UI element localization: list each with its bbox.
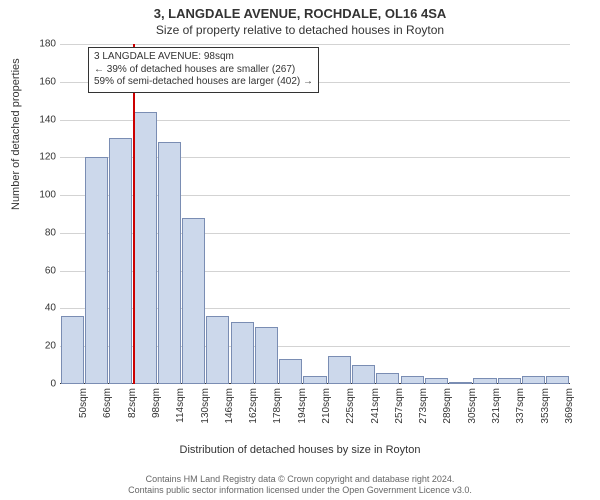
x-tick-label: 273sqm: [418, 388, 429, 444]
x-tick-label: 114sqm: [175, 388, 186, 444]
y-tick-label: 60: [30, 265, 56, 276]
chart-plot-area: 02040608010012014016018050sqm66sqm82sqm9…: [60, 44, 570, 384]
gridline: [60, 44, 570, 45]
x-tick-label: 194sqm: [297, 388, 308, 444]
histogram-bar: [546, 376, 569, 384]
x-tick-label: 369sqm: [564, 388, 575, 444]
histogram-bar: [109, 138, 132, 384]
y-tick-label: 160: [30, 76, 56, 87]
x-tick-label: 98sqm: [151, 388, 162, 444]
y-tick-label: 120: [30, 152, 56, 163]
histogram-bar: [522, 376, 545, 384]
x-tick-label: 146sqm: [224, 388, 235, 444]
x-tick-label: 289sqm: [442, 388, 453, 444]
x-tick-label: 257sqm: [394, 388, 405, 444]
histogram-bar: [255, 327, 278, 384]
histogram-bar: [498, 378, 521, 384]
histogram-bar: [206, 316, 229, 384]
x-tick-label: 353sqm: [540, 388, 551, 444]
y-tick-label: 0: [30, 379, 56, 390]
y-tick-label: 20: [30, 341, 56, 352]
x-tick-label: 66sqm: [102, 388, 113, 444]
x-tick-label: 50sqm: [78, 388, 89, 444]
y-tick-label: 40: [30, 303, 56, 314]
histogram-bar: [182, 218, 205, 384]
copyright-line1: Contains HM Land Registry data © Crown c…: [146, 474, 455, 484]
histogram-bar: [61, 316, 84, 384]
x-tick-label: 305sqm: [467, 388, 478, 444]
x-tick-label: 82sqm: [127, 388, 138, 444]
x-tick-label: 130sqm: [200, 388, 211, 444]
x-tick-label: 321sqm: [491, 388, 502, 444]
annotation-line: ← 39% of detached houses are smaller (26…: [94, 64, 313, 77]
reference-line: [133, 44, 135, 384]
histogram-bar: [328, 356, 351, 384]
x-tick-label: 241sqm: [370, 388, 381, 444]
y-tick-label: 80: [30, 227, 56, 238]
histogram-bar: [376, 373, 399, 384]
histogram-bar: [133, 112, 156, 384]
x-axis-title: Distribution of detached houses by size …: [0, 444, 600, 456]
chart-title-sub: Size of property relative to detached ho…: [0, 21, 600, 37]
histogram-bar: [352, 365, 375, 384]
histogram-bar: [473, 378, 496, 384]
y-axis-title: Number of detached properties: [10, 58, 22, 210]
histogram-bar: [85, 157, 108, 384]
y-tick-label: 100: [30, 190, 56, 201]
x-tick-label: 337sqm: [515, 388, 526, 444]
histogram-bar: [231, 322, 254, 384]
histogram-bar: [279, 359, 302, 384]
x-tick-label: 225sqm: [345, 388, 356, 444]
y-tick-label: 140: [30, 114, 56, 125]
copyright-footer: Contains HM Land Registry data © Crown c…: [0, 474, 600, 497]
histogram-bar: [449, 382, 472, 384]
annotation-box: 3 LANGDALE AVENUE: 98sqm← 39% of detache…: [88, 47, 319, 93]
histogram-bar: [303, 376, 326, 384]
x-tick-label: 178sqm: [272, 388, 283, 444]
x-tick-label: 210sqm: [321, 388, 332, 444]
copyright-line2: Contains public sector information licen…: [128, 485, 472, 495]
annotation-line: 59% of semi-detached houses are larger (…: [94, 76, 313, 89]
annotation-line: 3 LANGDALE AVENUE: 98sqm: [94, 51, 313, 64]
histogram-bar: [401, 376, 424, 384]
y-tick-label: 180: [30, 39, 56, 50]
histogram-bar: [158, 142, 181, 384]
x-tick-label: 162sqm: [248, 388, 259, 444]
chart-title-main: 3, LANGDALE AVENUE, ROCHDALE, OL16 4SA: [0, 0, 600, 21]
histogram-bar: [425, 378, 448, 384]
